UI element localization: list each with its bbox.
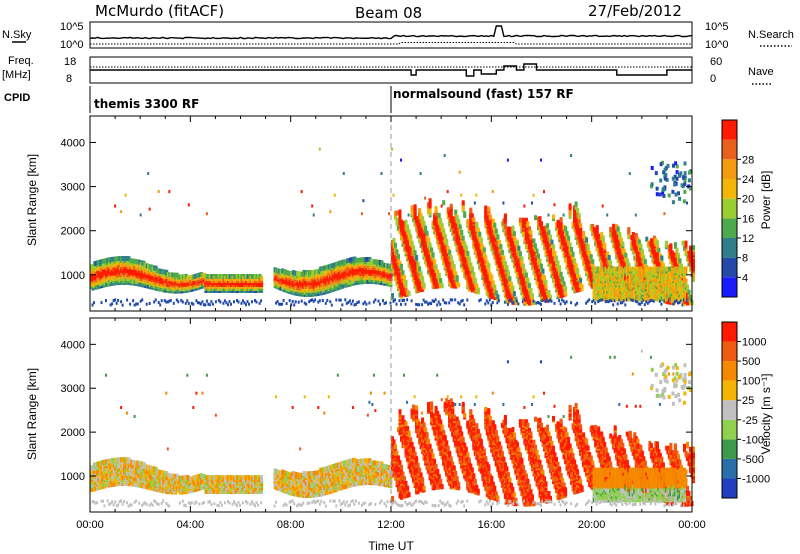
colorbar-bin: [722, 159, 737, 179]
velocity-ylabel: Slant Range [km]: [25, 368, 39, 460]
colorbar-bin: [722, 218, 737, 238]
colorbar-bin: [722, 277, 737, 297]
cpid-segment-2: normalsound (fast) 157 RF: [393, 87, 574, 101]
ytick-label: 2000: [61, 226, 85, 238]
colorbar-tick-label: 20: [742, 194, 754, 206]
noise-tick-right-bottom: 10^0: [705, 39, 729, 51]
xtick-label: 12:00: [377, 519, 405, 531]
colorbar-tick-label: 4: [742, 272, 748, 284]
freq-trace: [90, 63, 692, 77]
colorbar-tick-label: 1000: [742, 337, 766, 349]
colorbar-bin: [722, 238, 737, 258]
colorbar-bin: [722, 439, 737, 459]
station-title: McMurdo (fitACF): [95, 2, 224, 20]
nsky-label: N.Sky: [2, 29, 32, 41]
beam-title: Beam 08: [355, 4, 422, 22]
power-panel: Slant Range [km] 1000 2000 3000 4000 4 8 12 16…: [25, 115, 773, 312]
colorbar-tick-label: 500: [742, 356, 760, 368]
velocity-panel: Slant Range [km] 1000 2000 3000 4000 00:00 0…: [25, 317, 773, 531]
colorbar-tick-label: 100: [742, 376, 760, 388]
colorbar-tick-label: 25: [742, 395, 754, 407]
noise-panel: N.Sky 10^5 10^0 10^5 10^0 N.Search: [2, 21, 794, 51]
noise-tick-left-bottom: 10^0: [60, 39, 84, 51]
xtick-label: 04:00: [177, 519, 205, 531]
colorbar-bin: [722, 400, 737, 420]
colorbar-bin: [722, 257, 737, 278]
velocity-scatter: [90, 349, 695, 508]
ytick-label: 4000: [61, 137, 85, 149]
colorbar-bin: [722, 458, 737, 479]
colorbar-tick-label: -1000: [742, 473, 770, 485]
xtick-label: 16:00: [478, 519, 506, 531]
cpid-label: CPID: [4, 92, 30, 104]
colorbar-bin: [722, 478, 737, 498]
nsearch-trace: [90, 42, 692, 45]
ytick-label: 1000: [61, 270, 85, 282]
noise-panel-frame: [89, 21, 693, 49]
colorbar-bin: [722, 322, 737, 342]
xtick-label: 20:00: [578, 519, 606, 531]
x-axis-label: Time UT: [368, 539, 414, 553]
colorbar-bin: [722, 419, 737, 440]
colorbar-tick-label: -100: [742, 434, 764, 446]
ytick-label: 3000: [61, 383, 85, 395]
nave-tick-top: 60: [710, 56, 722, 68]
freq-tick-bottom: 8: [66, 73, 72, 85]
date-title: 27/Feb/2012: [588, 2, 682, 20]
ytick-label: 4000: [61, 339, 85, 351]
xtick-label: 00:00: [678, 519, 706, 531]
nsearch-label: N.Search: [748, 29, 794, 41]
colorbar-tick-label: 8: [742, 253, 748, 265]
cpid-panel: CPID themis 3300 RF normalsound (fast) 1…: [4, 86, 574, 113]
colorbar-bin: [722, 380, 737, 401]
freq-unit-label: [MHz]: [2, 69, 31, 81]
velocity-colorbar-label: Velocity [m s⁻¹]: [759, 373, 773, 454]
ytick-label: 2000: [61, 427, 85, 439]
colorbar-tick-label: -500: [742, 454, 764, 466]
freq-label: Freq.: [8, 55, 34, 67]
nsky-trace: [89, 25, 693, 40]
nave-label: Nave: [748, 66, 774, 78]
ytick-label: 1000: [61, 471, 85, 483]
colorbar-bin: [722, 139, 737, 160]
power-scatter: [90, 147, 695, 307]
colorbar-tick-label: 28: [742, 154, 754, 166]
power-colorbar: 4 8 12 16 20 24 28: [721, 119, 754, 298]
colorbar-tick-label: 12: [742, 233, 754, 245]
freq-panel: Freq. [MHz] 18 8 60 0 Nave: [2, 55, 774, 85]
colorbar-bin: [722, 361, 737, 381]
colorbar-bin: [722, 179, 737, 199]
power-ylabel: Slant Range [km]: [25, 154, 39, 246]
nave-tick-bottom: 0: [710, 73, 716, 85]
colorbar-tick-label: 16: [742, 213, 754, 225]
colorbar-bin: [722, 198, 737, 219]
colorbar-bin: [722, 341, 737, 362]
noise-tick-right-top: 10^5: [705, 21, 729, 33]
xtick-label: 00:00: [76, 519, 104, 531]
velocity-colorbar: 1000 500 100 25 -25 -100 -500 -1000: [721, 321, 770, 499]
power-colorbar-label: Power [dB]: [759, 171, 773, 230]
ytick-label: 3000: [61, 182, 85, 194]
colorbar-tick-label: -25: [742, 415, 758, 427]
colorbar-bin: [722, 120, 737, 140]
xtick-label: 08:00: [277, 519, 305, 531]
noise-tick-left-top: 10^5: [60, 21, 84, 33]
colorbar-tick-label: 24: [742, 174, 754, 186]
cpid-segment-1: themis 3300 RF: [94, 97, 199, 111]
freq-tick-top: 18: [64, 56, 76, 68]
